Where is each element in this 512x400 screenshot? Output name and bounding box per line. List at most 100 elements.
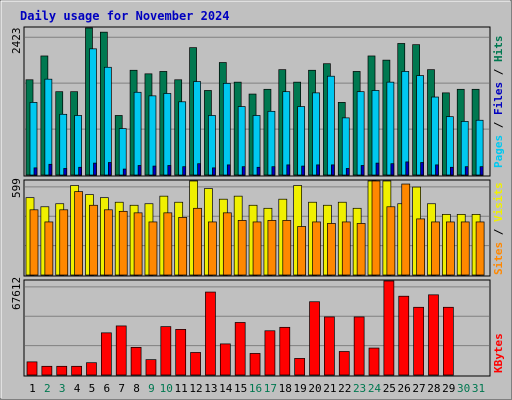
x-tick-label: 28 (427, 382, 440, 395)
svg-text:Pages / File: Pages / Files / Hits (492, 36, 505, 169)
bar-sites-26 (401, 183, 411, 276)
x-tick-label: 30 (457, 382, 470, 395)
bar-sites-18 (282, 220, 292, 276)
bar-kbytes-27 (413, 306, 424, 376)
bar-sites-9 (148, 221, 158, 276)
bar-sites-25 (386, 206, 396, 276)
bar-kbytes-10 (160, 326, 172, 376)
x-tick-label: 18 (279, 382, 292, 395)
bar-files-9 (148, 95, 157, 176)
bar-pages-18 (286, 164, 291, 176)
bar-pages-20 (316, 164, 320, 176)
bar-pages-6 (107, 162, 112, 176)
bar-sites-10 (163, 212, 173, 276)
bar-pages-19 (301, 165, 306, 176)
bar-files-11 (178, 101, 187, 176)
x-tick-label: 13 (204, 382, 217, 395)
bar-sites-5 (89, 204, 98, 276)
bar-sites-27 (416, 218, 425, 276)
x-tick-label: 20 (308, 382, 321, 395)
bar-kbytes-18 (279, 326, 291, 376)
bar-sites-20 (312, 221, 321, 276)
bar-files-18 (282, 91, 291, 176)
x-tick-label: 1 (29, 382, 36, 395)
x-tick-label: 25 (383, 382, 396, 395)
bar-files-7 (118, 128, 127, 176)
bar-pages-10 (167, 165, 172, 176)
bar-sites-16 (252, 221, 262, 276)
bar-sites-13 (208, 221, 217, 276)
svg-text:Sites / Visi: Sites / Visits (492, 182, 505, 275)
x-tick-label: 7 (118, 382, 125, 395)
x-tick-label: 26 (398, 382, 411, 395)
bar-files-5 (89, 48, 97, 176)
x-tick-label: 17 (264, 382, 277, 395)
x-tick-label: 27 (412, 382, 425, 395)
x-tick-label: 10 (160, 382, 173, 395)
bar-kbytes-22 (338, 351, 350, 376)
ylabel-sep: / (492, 62, 505, 75)
bar-kbytes-2 (41, 365, 53, 376)
bar-kbytes-3 (56, 365, 68, 376)
bar-pages-23 (360, 165, 365, 176)
bar-files-6 (103, 66, 112, 176)
bar-sites-15 (237, 220, 247, 276)
bar-pages-25 (390, 163, 395, 176)
bar-pages-21 (331, 164, 335, 176)
x-tick-label: 9 (148, 382, 155, 395)
bar-files-4 (74, 115, 82, 176)
bar-files-30 (460, 121, 469, 176)
bar-pages-17 (271, 166, 276, 176)
x-tick-label: 8 (133, 382, 140, 395)
bar-files-1 (29, 102, 38, 176)
x-tick-label: 29 (442, 382, 455, 395)
bar-kbytes-16 (249, 353, 261, 376)
x-tick-label: 12 (189, 382, 202, 395)
ylabel-visits: Visits (492, 182, 505, 222)
bar-kbytes-23 (353, 316, 365, 376)
bar-pages-14 (226, 164, 231, 176)
bar-pages-15 (241, 166, 246, 176)
bar-kbytes-13 (205, 291, 216, 376)
bar-kbytes-4 (71, 365, 82, 376)
ylabel-sites-visits: Sites / Visits (492, 182, 505, 275)
bar-kbytes-24 (368, 347, 380, 376)
bar-pages-29 (450, 166, 454, 176)
bar-pages-5 (93, 162, 97, 176)
bar-sites-1 (29, 209, 39, 276)
ylabel-kbytes: KBytes (492, 333, 505, 373)
bar-files-3 (59, 113, 68, 176)
bar-sites-8 (133, 212, 143, 276)
bar-sites-29 (446, 221, 455, 276)
bar-kbytes-26 (398, 295, 410, 376)
x-tick-label: 6 (103, 382, 110, 395)
bar-sites-12 (193, 207, 202, 276)
bar-kbytes-25 (383, 280, 395, 376)
bar-files-29 (446, 116, 454, 176)
bar-kbytes-17 (264, 330, 276, 376)
bar-pages-26 (405, 161, 410, 176)
ylabel-hits: Hits (492, 36, 505, 63)
ytick-visits: 599 (10, 178, 23, 198)
bar-sites-17 (267, 220, 277, 276)
ylabel-sep: / (492, 115, 505, 128)
bar-sites-19 (297, 226, 307, 276)
bar-kbytes-1 (26, 361, 38, 376)
ylabel-hits-files-pages: Pages / Files / Hits (492, 36, 505, 169)
x-tick-label: 19 (293, 382, 306, 395)
x-tick-label: 24 (368, 382, 382, 395)
bar-pages-1 (33, 167, 38, 176)
x-tick-label: 3 (59, 382, 66, 395)
bar-files-10 (163, 93, 172, 176)
x-tick-label: 22 (338, 382, 351, 395)
bar-files-14 (222, 82, 231, 176)
x-tick-label: 2 (44, 382, 51, 395)
bar-kbytes-29 (443, 306, 454, 376)
bar-files-23 (356, 91, 365, 176)
ytick-kbytes: 67612 (10, 277, 23, 310)
bar-files-28 (431, 96, 439, 176)
bar-kbytes-5 (86, 362, 97, 376)
x-tick-label: 21 (323, 382, 336, 395)
ytick-hits: 2423 (10, 28, 23, 55)
